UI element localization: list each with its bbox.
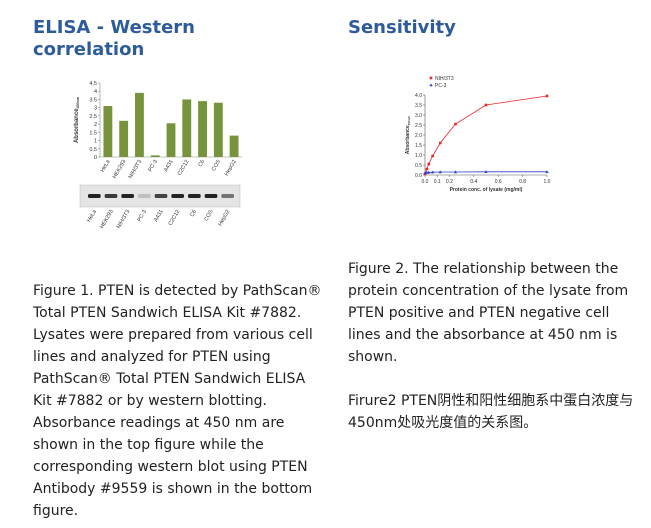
caption: Figure 1. PTEN is detected by PathScan® … — [33, 283, 322, 519]
y-tick-label: 0 — [94, 155, 97, 161]
bar — [182, 99, 192, 157]
lane-label: PC-3 — [137, 209, 148, 223]
y-tick-label: 3.0 — [415, 113, 422, 119]
x-tick-label: NIH/3T3 — [128, 159, 143, 180]
marker — [431, 170, 435, 174]
x-tick-label: 0.6 — [495, 179, 502, 185]
y-tick-label: 2.5 — [89, 114, 97, 120]
lane-label: C2C12 — [168, 209, 182, 227]
legend-label: NIH/3T3 — [435, 76, 454, 82]
marker — [545, 94, 549, 98]
lane-label: COS — [204, 209, 215, 223]
y-tick-label: 0.5 — [415, 163, 422, 169]
blot-band — [221, 194, 234, 198]
lane-label: HeLa — [86, 208, 98, 223]
x-tick-label: 0.0 — [422, 179, 429, 185]
bar — [119, 120, 129, 157]
bar — [103, 106, 113, 157]
y-tick-label: 1.5 — [415, 143, 422, 149]
marker — [427, 170, 431, 174]
y-tick-label: 2 — [94, 122, 97, 128]
legend-marker — [429, 83, 433, 87]
blot-band — [104, 194, 118, 198]
lane-label: HEK293 — [99, 209, 114, 230]
blot-band — [138, 194, 151, 198]
legend-label: PC-3 — [435, 83, 447, 89]
legend-marker — [429, 76, 433, 80]
x-tick-label: HepG2 — [224, 159, 238, 177]
y-axis-label: Absorbance450nm — [405, 115, 411, 154]
y-tick-label: 4.0 — [415, 93, 422, 99]
x-tick-label: 0.8 — [519, 179, 526, 185]
lane-label: A431 — [153, 209, 165, 223]
y-tick-label: 4 — [94, 89, 97, 95]
x-tick-label: COS — [211, 159, 222, 173]
lane-label: C6 — [189, 209, 198, 218]
blot-band — [171, 194, 184, 198]
y-axis-label: Absorbance450nm — [74, 97, 80, 143]
blot-band — [188, 194, 201, 198]
series-line — [424, 95, 548, 175]
bar — [213, 102, 223, 157]
x-axis-label: Protein conc. of lysate (mg/ml) — [450, 187, 523, 193]
y-tick-label: 1 — [94, 139, 97, 145]
y-tick-label: 0.0 — [415, 173, 422, 179]
y-tick-label: 3 — [94, 106, 97, 112]
x-tick-label: 1.0 — [544, 179, 551, 185]
blot-band — [121, 194, 134, 198]
x-tick-label: A431 — [163, 159, 175, 173]
lane-label: HepG2 — [217, 209, 231, 227]
marker — [438, 170, 442, 174]
x-tick-label: HeLa — [100, 158, 112, 173]
blot-band — [204, 194, 218, 198]
marker — [453, 170, 458, 174]
y-tick-label: 3.5 — [415, 103, 422, 109]
bar — [198, 101, 207, 157]
x-tick-label: 0.4 — [470, 179, 477, 185]
marker — [484, 103, 488, 107]
y-tick-label: 2.0 — [415, 133, 422, 139]
blot-band — [154, 194, 168, 198]
x-tick-label: 0.1 — [434, 179, 441, 185]
x-tick-label: C6 — [198, 159, 207, 168]
marker — [427, 162, 431, 166]
western-blot: HeLa HEK293 NIH/3T3 PC-3 A431 C2C12 C6 COS HepG2 — [79, 184, 241, 230]
y-axis-label: Absorbance — [74, 108, 80, 143]
y-tick-label: 4.5 — [89, 81, 97, 87]
bar — [135, 92, 144, 157]
x-tick-label: C2C12 — [177, 159, 191, 177]
marker — [425, 167, 429, 171]
y-tick-label: 3.5 — [89, 97, 97, 103]
bar — [166, 123, 176, 157]
caption: Firure2 PTEN阴性和阳性细胞系中蛋白浓度与450nm处吸光度值的关系图… — [348, 393, 634, 431]
x-tick-label: 0.2 — [446, 179, 453, 185]
y-axis-label-sub: 450nm — [407, 115, 411, 125]
y-tick-label: 2.5 — [415, 123, 422, 129]
line-chart: 0.0 0.5 1.0 1.5 2.0 2.5 3.0 3.5 4.0 0.0 0.1 0.2 0.4 0… — [405, 76, 551, 193]
blot-band — [88, 194, 101, 198]
heading: Sensitivity — [348, 17, 456, 38]
marker — [454, 122, 457, 126]
bar — [150, 155, 160, 157]
y-axis-label-sub: 450nm — [76, 97, 80, 108]
y-tick-label: 1.5 — [89, 130, 97, 136]
y-axis-label: Absorbance — [405, 125, 411, 154]
x-tick-label: PC-3 — [147, 159, 158, 173]
heading: ELISA - Western correlation — [33, 17, 195, 60]
marker — [431, 154, 434, 158]
marker — [545, 170, 549, 173]
y-tick-label: 1.0 — [415, 153, 422, 159]
bar — [229, 135, 239, 157]
caption: Figure 2. The relationship between the p… — [348, 261, 629, 365]
marker — [484, 170, 488, 173]
x-tick-label: HEK293 — [112, 159, 127, 180]
marker — [438, 141, 442, 145]
y-tick-label: 0.5 — [89, 147, 97, 153]
lane-label: NIH/3T3 — [116, 209, 131, 230]
